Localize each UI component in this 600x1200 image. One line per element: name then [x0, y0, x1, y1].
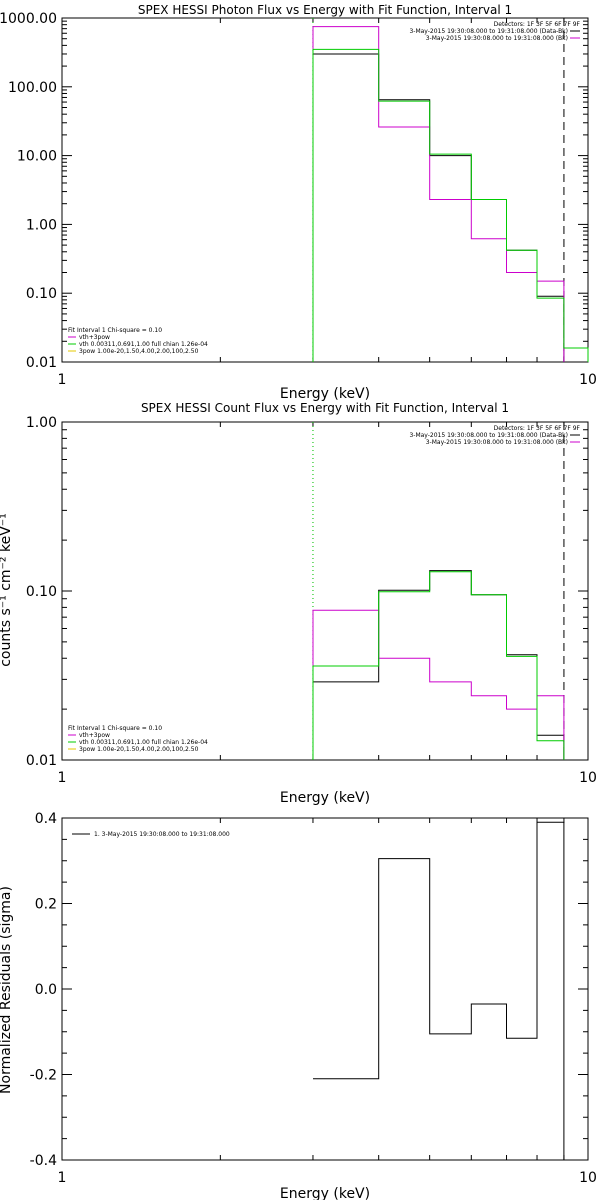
residuals-xlabel: Energy (keV) [280, 1186, 370, 1200]
legend-bottom-entry: vth+3pow [79, 334, 110, 341]
x-tick-label: 10 [579, 1170, 597, 1186]
x-tick-label: 1 [58, 372, 67, 388]
y-tick-label: 0.2 [35, 897, 57, 913]
y-tick-label: -0.2 [30, 1068, 57, 1084]
count-flux-xlabel: Energy (keV) [280, 790, 370, 806]
y-tick-label: 0.10 [26, 584, 57, 600]
series-1-histogram [312, 26, 565, 362]
legend-bottom-entry: 3pow 1.00e-20,1.50,4.00,2.00,100,2.50 [79, 746, 199, 753]
series-1-histogram [312, 609, 565, 760]
y-tick-label: 1.00 [26, 415, 57, 431]
plot-frame [61, 17, 589, 363]
y-tick-label: 1.00 [26, 217, 57, 233]
legend-entry: 1. 3-May-2015 19:30:08.000 to 19:31:08.0… [94, 831, 230, 838]
count-flux-panel: SPEX HESSI Count Flux vs Energy with Fit… [0, 401, 597, 806]
legend-bottom-entry: vth 0.00311,0.691,1.00 full chian 1.26e-… [79, 341, 208, 348]
legend-top-entry: Detectors: 1F 3F 5F 6F 7F 9F [494, 21, 581, 28]
count-flux-title: SPEX HESSI Count Flux vs Energy with Fit… [141, 401, 509, 415]
legend-top-entry: 3-May-2015 19:30:08.000 to 19:31:08.000 … [426, 35, 568, 42]
photon-flux-panel: SPEX HESSI Photon Flux vs Energy with Fi… [0, 3, 597, 402]
legend-top-entry: 3-May-2015 19:30:08.000 to 19:31:08.000 … [426, 439, 568, 446]
y-tick-label: 0.0 [35, 982, 57, 998]
residuals-panel: Energy (keV) Normalized Residuals (sigma… [0, 811, 597, 1200]
photon-flux-xlabel: Energy (keV) [280, 386, 370, 402]
residuals-ylabel: Normalized Residuals (sigma) [0, 886, 14, 1094]
series-2-histogram [312, 48, 589, 362]
photon-flux-title: SPEX HESSI Photon Flux vs Energy with Fi… [138, 3, 512, 17]
y-tick-label: 100.00 [8, 80, 57, 96]
y-tick-label: 0.4 [35, 811, 57, 827]
y-tick-label: -0.4 [30, 1153, 57, 1169]
series-2-histogram [312, 571, 565, 760]
series-0-histogram [312, 53, 565, 362]
y-tick-label: 0.01 [26, 753, 57, 769]
legend-top-entry: Detectors: 1F 3F 5F 6F 7F 9F [494, 425, 581, 432]
series-0-histogram [313, 821, 565, 1160]
y-tick-label: 10.00 [17, 149, 57, 165]
legend-top-entry: 3-May-2015 19:30:08.000 to 19:31:08.000 … [409, 432, 568, 439]
count-flux-ylabel: counts s⁻¹ cm⁻² keV⁻¹ [0, 513, 14, 667]
legend-bottom-entry: vth 0.00311,0.691,1.00 full chian 1.26e-… [79, 739, 208, 746]
x-tick-label: 1 [58, 770, 67, 786]
y-tick-label: 0.01 [26, 355, 57, 371]
legend-bottom-entry: Fit Interval 1 Chi-square = 0.10 [68, 327, 162, 334]
x-tick-label: 10 [579, 372, 597, 388]
y-tick-label: 0.10 [26, 286, 57, 302]
series-0-histogram [312, 570, 565, 760]
y-tick-label: 1000.00 [0, 11, 57, 27]
x-tick-label: 10 [579, 770, 597, 786]
legend-bottom-entry: vth+3pow [79, 732, 110, 739]
legend-bottom-entry: 3pow 1.00e-20,1.50,4.00,2.00,100,2.50 [79, 348, 199, 355]
legend-bottom-entry: Fit Interval 1 Chi-square = 0.10 [68, 725, 162, 732]
plot-frame [61, 817, 589, 1161]
legend-top-entry: 3-May-2015 19:30:08.000 to 19:31:08.000 … [409, 28, 568, 35]
x-tick-label: 1 [58, 1170, 67, 1186]
